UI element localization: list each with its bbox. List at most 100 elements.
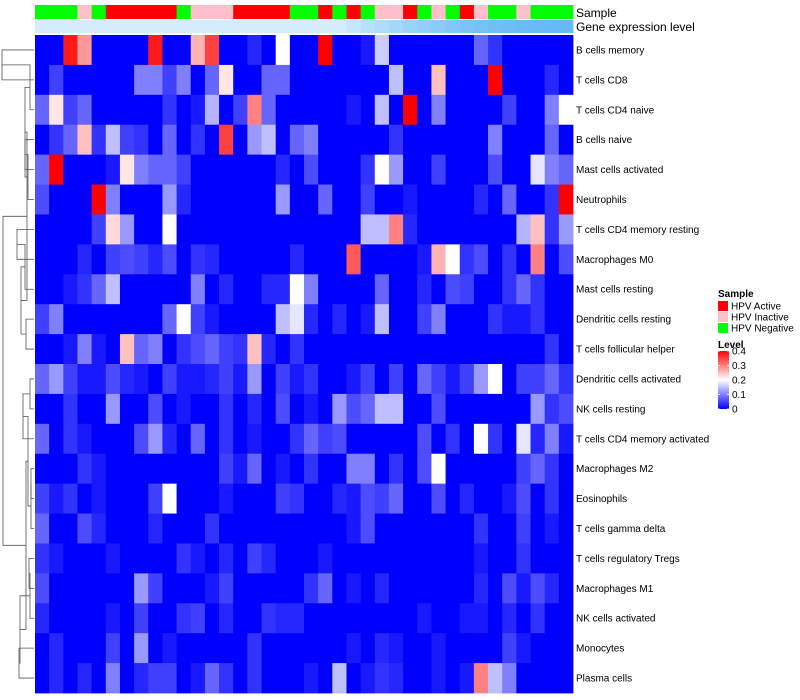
row-label: T cells follicular helper [576, 345, 675, 356]
expression-annotation-cell [417, 20, 432, 33]
heatmap-cell [247, 393, 262, 425]
heatmap-cell [488, 483, 503, 514]
heatmap-cell [360, 663, 376, 694]
heatmap-cell [558, 244, 574, 275]
heatmap-cell [516, 184, 531, 215]
heatmap-cell [473, 184, 489, 215]
sample-annotation-cell [63, 5, 78, 19]
heatmap-cell [105, 274, 121, 305]
expression-annotation-cell [219, 20, 234, 33]
heatmap-cell [544, 304, 560, 335]
heatmap-cell [558, 543, 574, 574]
heatmap-cell [105, 573, 121, 604]
heatmap-cell [332, 364, 347, 395]
heatmap-cell [204, 64, 220, 96]
heatmap-cell [233, 483, 248, 514]
expression-annotation-cell [558, 20, 574, 33]
heatmap-cell [516, 334, 531, 365]
heatmap-cell [247, 124, 262, 156]
heatmap-cell [544, 274, 560, 305]
heatmap-cell [431, 663, 446, 694]
heatmap-cell [148, 423, 163, 455]
heatmap-cell [35, 214, 50, 245]
heatmap-cell [275, 364, 291, 395]
heatmap-cell [473, 483, 489, 514]
heatmap-cell [275, 184, 291, 215]
heatmap-cell [162, 154, 177, 185]
expression-annotation-cell [91, 20, 107, 33]
heatmap-cell [148, 453, 163, 485]
heatmap-cell [204, 483, 220, 514]
heatmap-cell [176, 64, 192, 96]
heatmap-cell [134, 633, 149, 664]
row-label: B cells memory [576, 45, 644, 56]
heatmap-cell [190, 35, 206, 66]
heatmap-cell [374, 393, 390, 425]
heatmap-cell [488, 184, 503, 215]
heatmap-cell [445, 573, 461, 604]
heatmap-cell [445, 35, 461, 66]
heatmap-cell [261, 184, 277, 215]
heatmap-cell [431, 154, 446, 185]
heatmap-cell [388, 124, 404, 156]
heatmap-cell [417, 274, 432, 305]
heatmap-cell [289, 334, 305, 365]
heatmap-cell [502, 393, 517, 425]
heatmap-cell [261, 64, 277, 96]
heatmap-cell [119, 513, 135, 544]
heatmap-cell [261, 633, 277, 664]
heatmap-cell [374, 35, 390, 66]
heatmap-cell [488, 214, 503, 245]
heatmap-cell [261, 603, 277, 634]
heatmap-cell [304, 364, 319, 395]
heatmap-cell [63, 35, 78, 66]
heatmap-cell [558, 274, 574, 305]
heatmap-cell [49, 663, 64, 694]
heatmap-cell [374, 94, 390, 126]
heatmap-cell [219, 35, 234, 66]
heatmap-cell [275, 453, 291, 485]
heatmap-cell [148, 94, 163, 126]
heatmap-cell [148, 483, 163, 514]
heatmap-cell [473, 573, 489, 604]
heatmap-cell [289, 573, 305, 604]
heatmap-cell [318, 543, 333, 574]
heatmap-cell [360, 184, 376, 215]
heatmap-cell [247, 214, 262, 245]
heatmap-cell [91, 364, 107, 395]
heatmap-cell [162, 244, 177, 275]
heatmap-cell [459, 184, 475, 215]
heatmap-cell [417, 453, 432, 485]
heatmap-cell [516, 633, 531, 664]
heatmap-cell [275, 274, 291, 305]
expression-annotation-cell [148, 20, 163, 33]
heatmap-cell [374, 663, 390, 694]
heatmap-cell [148, 334, 163, 365]
heatmap-cell [91, 274, 107, 305]
heatmap-cell [176, 603, 192, 634]
sample-annotation-cell [516, 5, 531, 19]
heatmap-cell [204, 35, 220, 66]
heatmap-cell [388, 94, 404, 126]
heatmap-cell [304, 214, 319, 245]
row-label: Plasma cells [576, 674, 632, 685]
heatmap-cell [459, 154, 475, 185]
heatmap-cell [119, 603, 135, 634]
heatmap-cell [445, 154, 461, 185]
heatmap-cell [204, 154, 220, 185]
heatmap-cell [445, 244, 461, 275]
heatmap-cell [544, 633, 560, 664]
heatmap-cell [119, 364, 135, 395]
heatmap-cell [247, 573, 262, 604]
heatmap-cell [105, 633, 121, 664]
heatmap-cell [488, 453, 503, 485]
heatmap-cell [204, 513, 220, 544]
heatmap-cell [105, 393, 121, 425]
sample-annotation-cell [502, 5, 517, 19]
heatmap-cell [233, 423, 248, 455]
heatmap-cell [304, 393, 319, 425]
heatmap-cell [488, 633, 503, 664]
heatmap-cell [516, 663, 531, 694]
heatmap-cell [261, 543, 277, 574]
heatmap-cell [346, 453, 362, 485]
